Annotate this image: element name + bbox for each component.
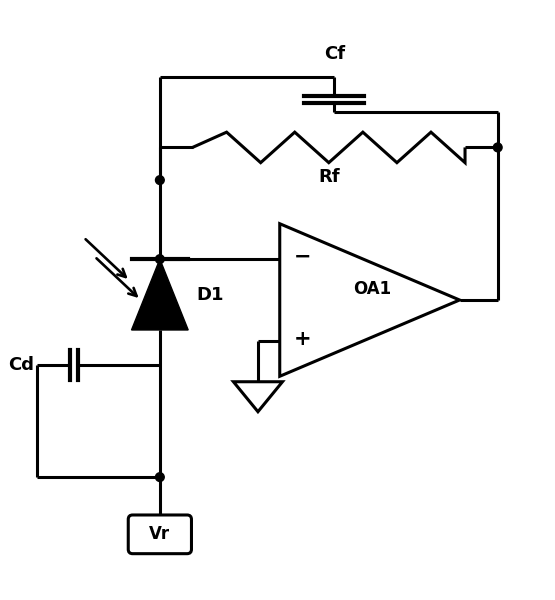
Text: Vr: Vr bbox=[149, 526, 170, 544]
Circle shape bbox=[155, 255, 164, 263]
Text: Cd: Cd bbox=[8, 356, 34, 374]
Circle shape bbox=[155, 473, 164, 481]
FancyBboxPatch shape bbox=[128, 515, 191, 554]
Circle shape bbox=[493, 143, 502, 152]
Polygon shape bbox=[132, 259, 188, 330]
Text: Cf: Cf bbox=[324, 45, 345, 63]
Text: OA1: OA1 bbox=[354, 280, 391, 298]
Text: +: + bbox=[294, 329, 311, 349]
Text: −: − bbox=[294, 247, 311, 266]
Circle shape bbox=[155, 176, 164, 184]
Text: Rf: Rf bbox=[318, 168, 340, 186]
Text: D1: D1 bbox=[196, 286, 224, 304]
